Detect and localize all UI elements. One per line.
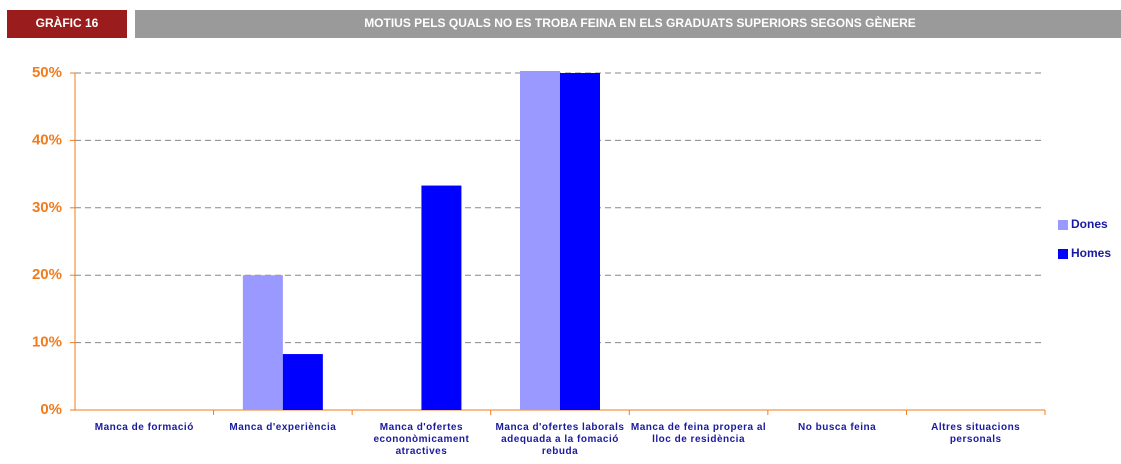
y-tick-label: 20% <box>32 266 62 283</box>
x-tick-label-box: No busca feina <box>798 422 877 433</box>
x-tick-label-box: Manca de feina propera al lloc de residè… <box>630 422 767 445</box>
legend-label: Dones <box>1071 217 1108 231</box>
title-bar <box>135 10 1121 38</box>
chart-label: GRÀFIC 16 <box>36 15 99 30</box>
x-tick-label: Manca d'ofertes econonòmicament atractiv… <box>373 422 470 457</box>
y-tick-label: 10% <box>32 334 62 351</box>
label-box <box>7 10 127 38</box>
y-tick-label: 40% <box>32 131 62 148</box>
bar <box>560 73 600 410</box>
x-tick-label-box: Manca d'experiència <box>229 422 337 433</box>
bar <box>421 185 462 410</box>
x-tick-label-box: Altres situacions personals <box>931 422 1021 445</box>
x-tick-label: No busca feina <box>798 422 877 433</box>
legend-swatch <box>1058 249 1068 259</box>
y-tick-label: 0% <box>40 401 62 418</box>
x-tick-label: Manca de feina propera al lloc de residè… <box>630 422 767 445</box>
x-tick-label-box: Manca d'ofertes econonòmicament atractiv… <box>373 422 470 457</box>
x-tick-label: Manca d'experiència <box>229 422 337 433</box>
x-tick-label: Manca de formació <box>94 422 194 433</box>
bar <box>520 70 560 410</box>
legend-label: Homes <box>1071 246 1111 260</box>
y-tick-label: 50% <box>32 64 62 81</box>
legend-swatch <box>1058 220 1068 230</box>
x-tick-label-box: Manca de formació <box>94 422 194 433</box>
x-tick-label-box: Manca d'ofertes laborals adequada a la f… <box>495 422 625 457</box>
bar <box>282 354 323 410</box>
bar <box>242 275 283 410</box>
x-tick-label: Altres situacions personals <box>931 422 1021 445</box>
x-tick-label: Manca d'ofertes laborals adequada a la f… <box>495 422 625 457</box>
y-tick-label: 30% <box>32 199 62 216</box>
chart-title: MOTIUS PELS QUALS NO ES TROBA FEINA EN E… <box>364 15 916 30</box>
